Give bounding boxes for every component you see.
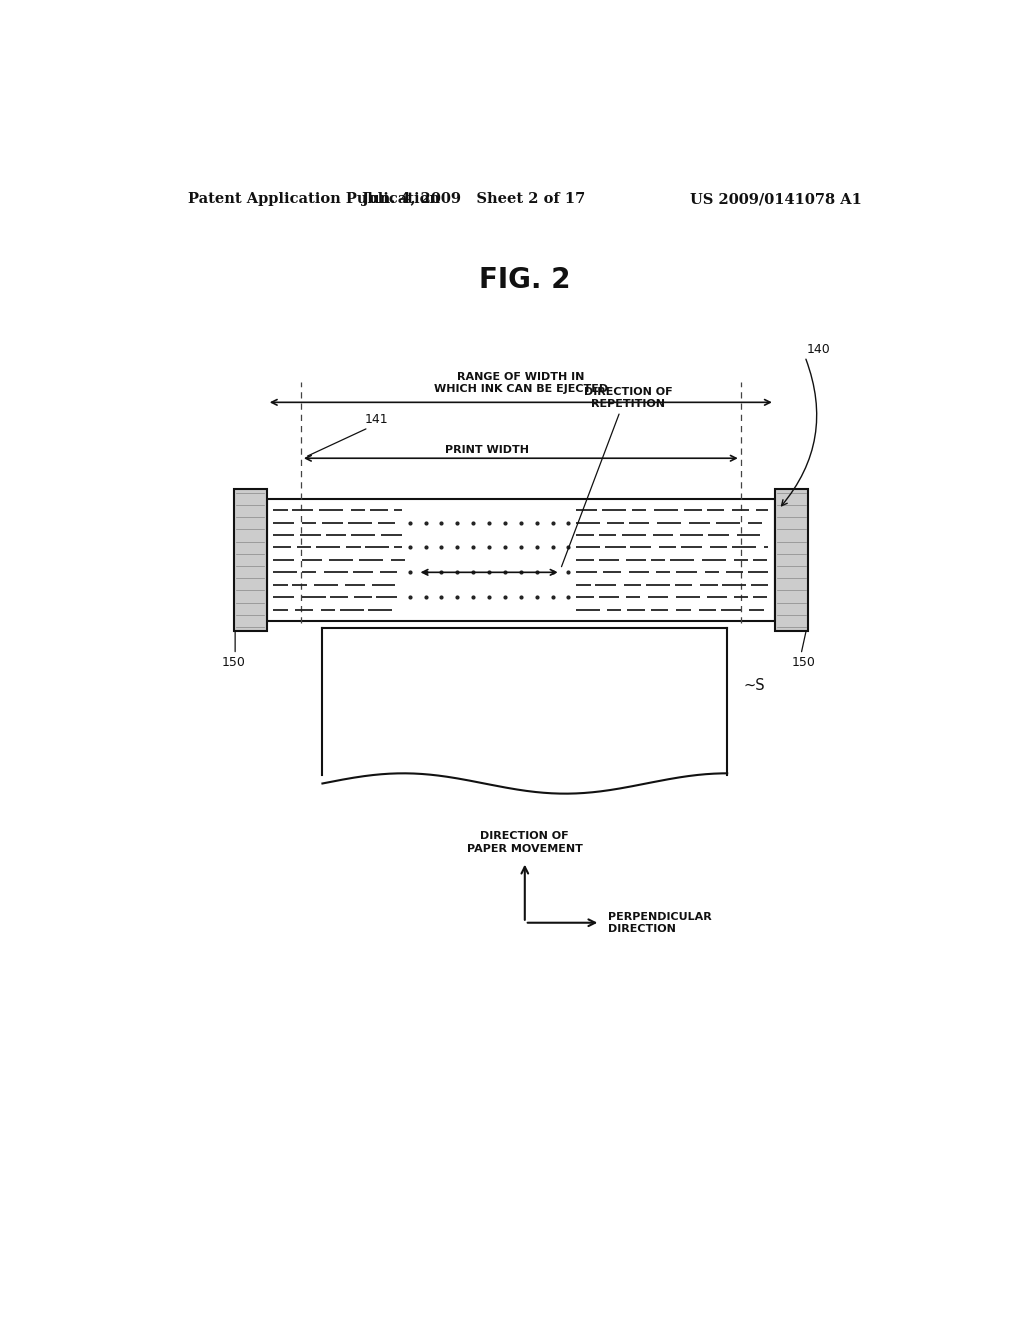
Text: FIG. 2: FIG. 2 [479, 267, 570, 294]
Text: US 2009/0141078 A1: US 2009/0141078 A1 [690, 191, 862, 206]
Text: 140: 140 [807, 343, 830, 356]
Text: Jun. 4, 2009   Sheet 2 of 17: Jun. 4, 2009 Sheet 2 of 17 [361, 191, 585, 206]
Text: PRINT WIDTH: PRINT WIDTH [444, 445, 528, 455]
Text: DIRECTION OF
REPETITION: DIRECTION OF REPETITION [584, 387, 673, 409]
Text: 150: 150 [221, 656, 246, 669]
Text: RANGE OF WIDTH IN
WHICH INK CAN BE EJECTED: RANGE OF WIDTH IN WHICH INK CAN BE EJECT… [434, 372, 608, 395]
Bar [775, 488, 808, 631]
Text: DIRECTION OF
PAPER MOVEMENT: DIRECTION OF PAPER MOVEMENT [467, 832, 583, 854]
Bar [233, 488, 267, 631]
Text: 150: 150 [792, 656, 815, 669]
Text: PERPENDICULAR
DIRECTION: PERPENDICULAR DIRECTION [608, 912, 712, 935]
Text: ~S: ~S [743, 678, 765, 693]
Text: 141: 141 [365, 413, 388, 426]
Text: Patent Application Publication: Patent Application Publication [187, 191, 439, 206]
Bar [267, 499, 775, 620]
